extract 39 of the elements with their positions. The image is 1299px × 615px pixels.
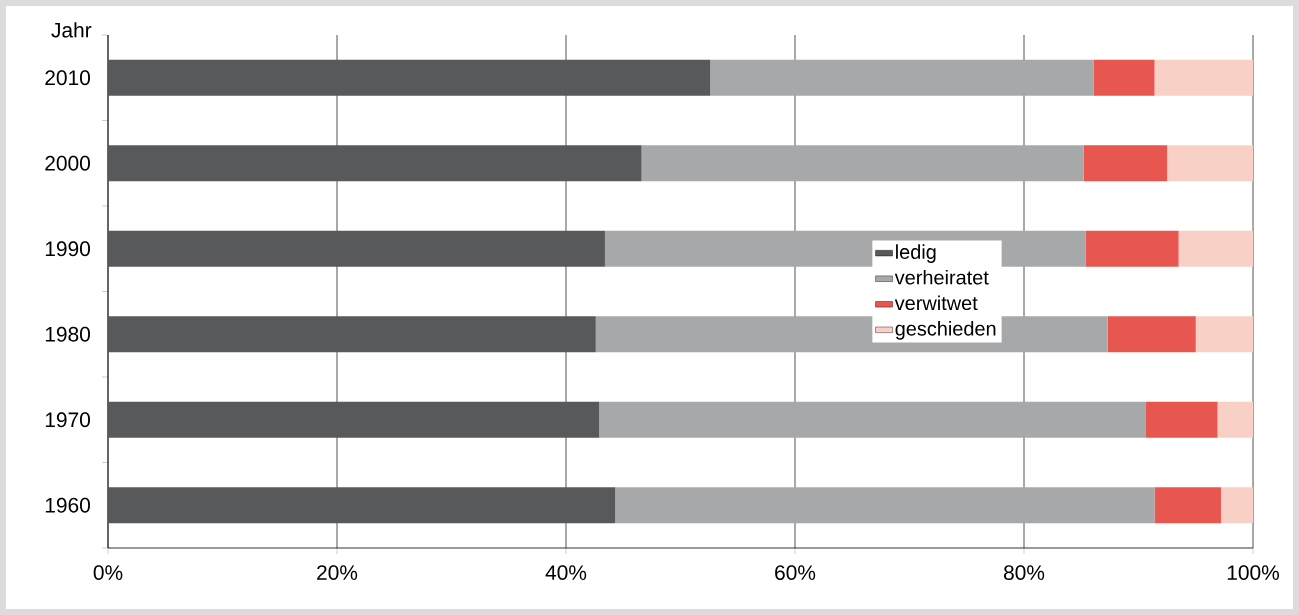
bar <box>1145 401 1218 438</box>
bar <box>599 401 1146 438</box>
x-tick-label: 20% <box>317 565 358 580</box>
bar <box>1093 59 1155 96</box>
x-tick-label: 60% <box>775 565 816 580</box>
bar <box>1154 487 1221 524</box>
bar <box>1083 145 1168 182</box>
bar <box>108 401 600 438</box>
y-axis-title: Jahr <box>51 22 92 38</box>
legend-label: verwitwet <box>894 295 978 311</box>
bar <box>108 59 711 96</box>
bar <box>1167 145 1254 182</box>
bar <box>1217 401 1254 438</box>
bar <box>108 487 616 524</box>
bar <box>710 59 1094 96</box>
bar <box>108 316 596 353</box>
bar <box>108 145 642 182</box>
x-tick-label: 40% <box>545 565 587 580</box>
y-tick-label: 1960 <box>45 497 90 513</box>
bar <box>1107 316 1196 353</box>
y-tick-label: 1970 <box>45 412 90 428</box>
bar <box>1195 316 1254 353</box>
y-tick-label: 2010 <box>45 70 90 86</box>
legend-label: ledig <box>896 244 936 263</box>
bar <box>1178 230 1254 267</box>
x-tick-label: 0% <box>93 565 123 580</box>
y-tick-label: 2000 <box>45 155 90 171</box>
bar <box>108 230 605 267</box>
x-tick-label: 100% <box>1227 565 1280 580</box>
y-tick-label: 1990 <box>45 241 90 257</box>
bar <box>641 145 1084 182</box>
bar <box>1154 59 1254 96</box>
bar <box>1220 487 1254 524</box>
legend-label: geschieden <box>895 321 996 340</box>
legend-label: verheiratet <box>894 269 989 285</box>
y-tick-label: 1980 <box>45 326 90 342</box>
x-tick-label: 80% <box>1003 565 1045 580</box>
bar <box>1085 230 1179 267</box>
bar <box>615 487 1155 524</box>
